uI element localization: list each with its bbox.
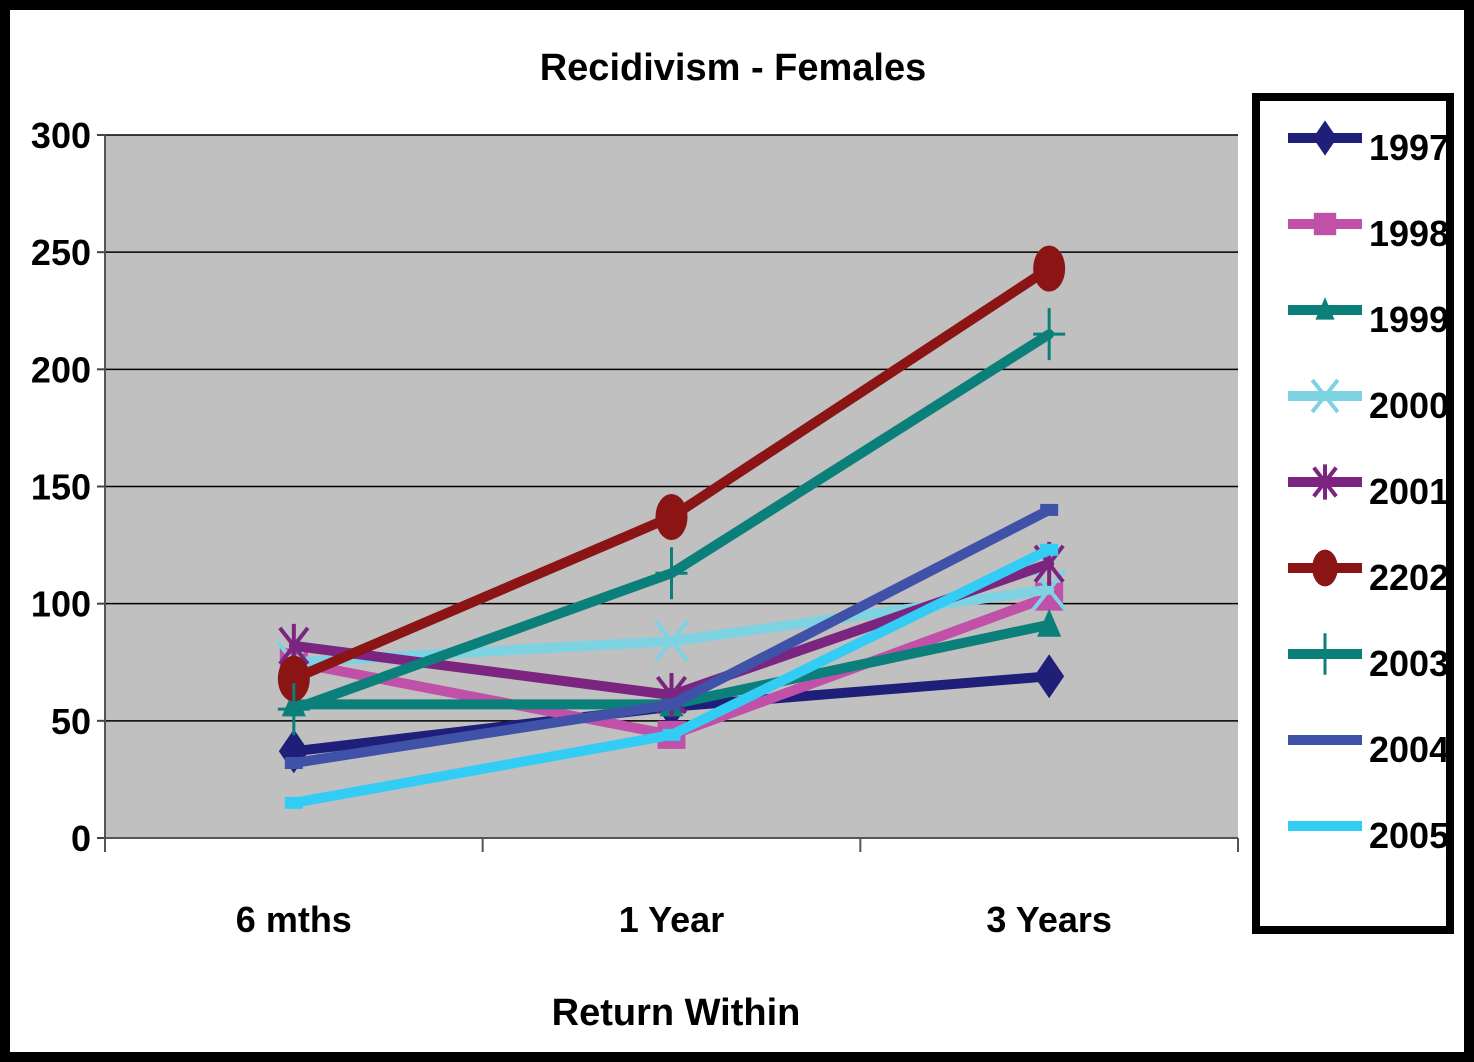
x-tick-label: 6 mths: [236, 899, 352, 940]
series-2003: [277, 308, 1066, 736]
legend-item: 2005: [1288, 815, 1449, 856]
data-point: [662, 698, 681, 711]
legend-label: 2005: [1369, 815, 1449, 856]
legend-item: 1998: [1288, 212, 1449, 254]
data-point: [662, 728, 681, 741]
legend-label: 2001: [1369, 471, 1449, 512]
y-tick-label: 300: [31, 115, 91, 156]
series-2004: [284, 503, 1059, 770]
y-axis-ticks: 0 50 100 150 200 250 300: [31, 115, 105, 859]
x-axis-label: Return Within: [552, 992, 801, 1034]
data-point: [653, 619, 690, 663]
y-tick-label: 50: [51, 701, 91, 742]
data-point: [1317, 821, 1333, 831]
y-tick-label: 250: [31, 232, 91, 273]
legend-item: 2004: [1288, 729, 1449, 770]
y-tick-label: 150: [31, 467, 91, 508]
data-point: [1312, 633, 1338, 675]
data-point: [1312, 464, 1338, 500]
legend-item: 1997: [1288, 120, 1449, 168]
legend-label: 1997: [1369, 127, 1449, 168]
legend-item: 2001: [1288, 464, 1449, 512]
series-2005: [284, 543, 1059, 809]
legend-box: [1252, 93, 1454, 934]
data-point: [1037, 608, 1062, 637]
y-tick-label: 100: [31, 584, 91, 625]
series-lines: [276, 245, 1067, 809]
data-point: [1033, 308, 1066, 361]
data-point: [1040, 543, 1059, 556]
chart-title: Recidivism - Females: [540, 47, 927, 89]
legend-label: 2000: [1369, 385, 1449, 426]
gridlines: [105, 134, 1238, 722]
legend-item: 1999: [1288, 297, 1449, 340]
data-point: [655, 493, 688, 540]
data-point: [277, 655, 310, 702]
y-tick-label: 200: [31, 349, 91, 390]
legend-label: 1998: [1369, 213, 1449, 254]
legend-label: 2003: [1369, 643, 1449, 684]
data-point: [1040, 503, 1059, 516]
data-point: [1034, 654, 1065, 699]
x-tick-label: 3 Years: [986, 899, 1111, 940]
x-axis-ticks: 6 mths 1 Year 3 Years: [104, 838, 1239, 940]
data-point: [277, 683, 310, 736]
series-2202: [277, 245, 1066, 702]
data-point: [1317, 735, 1333, 745]
data-point: [284, 796, 303, 809]
legend-item: 2003: [1288, 633, 1449, 684]
legend: 1997 1998 1999 2000 2001 2202 2003 2004 2005: [1288, 120, 1449, 856]
data-point: [1315, 297, 1335, 320]
data-point: [1313, 120, 1337, 156]
y-tick-label: 0: [71, 818, 91, 859]
data-point: [284, 757, 303, 770]
data-point: [1313, 212, 1337, 236]
data-point: [1033, 245, 1066, 292]
data-point: [1310, 378, 1340, 414]
legend-label: 2202: [1369, 557, 1449, 598]
legend-item: 2000: [1288, 378, 1449, 426]
legend-item: 2202: [1288, 549, 1449, 598]
x-tick-label: 1 Year: [619, 899, 724, 940]
data-point: [655, 547, 688, 600]
data-point: [1312, 549, 1338, 587]
legend-label: 1999: [1369, 299, 1449, 340]
legend-label: 2004: [1369, 729, 1449, 770]
